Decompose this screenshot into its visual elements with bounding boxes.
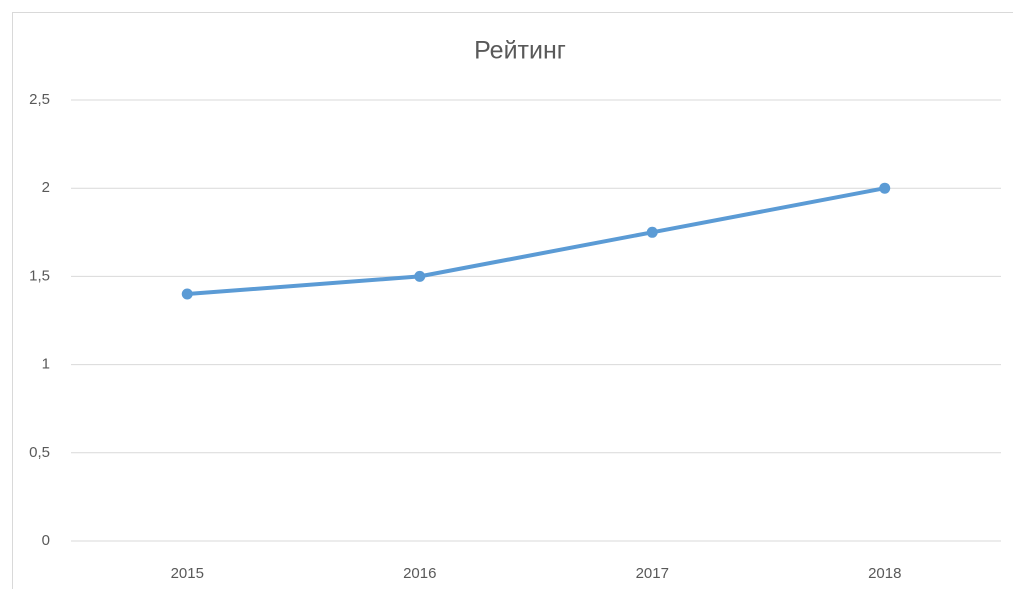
y-tick-label: 0 (42, 532, 50, 549)
marker (182, 289, 193, 300)
marker (879, 183, 890, 194)
y-tick-label: 1 (42, 356, 50, 373)
marker (647, 227, 658, 238)
x-tick-label: 2015 (171, 565, 204, 582)
x-tick-label: 2016 (403, 565, 436, 582)
chart-border (13, 13, 1013, 590)
y-tick-label: 0,5 (29, 444, 50, 461)
x-tick-label: 2018 (868, 565, 901, 582)
marker (414, 271, 425, 282)
chart-title: Рейтинг (474, 37, 566, 65)
y-tick-label: 2 (42, 179, 50, 196)
y-tick-label: 1,5 (29, 267, 50, 284)
x-tick-label: 2017 (636, 565, 669, 582)
y-tick-label: 2,5 (29, 91, 50, 108)
